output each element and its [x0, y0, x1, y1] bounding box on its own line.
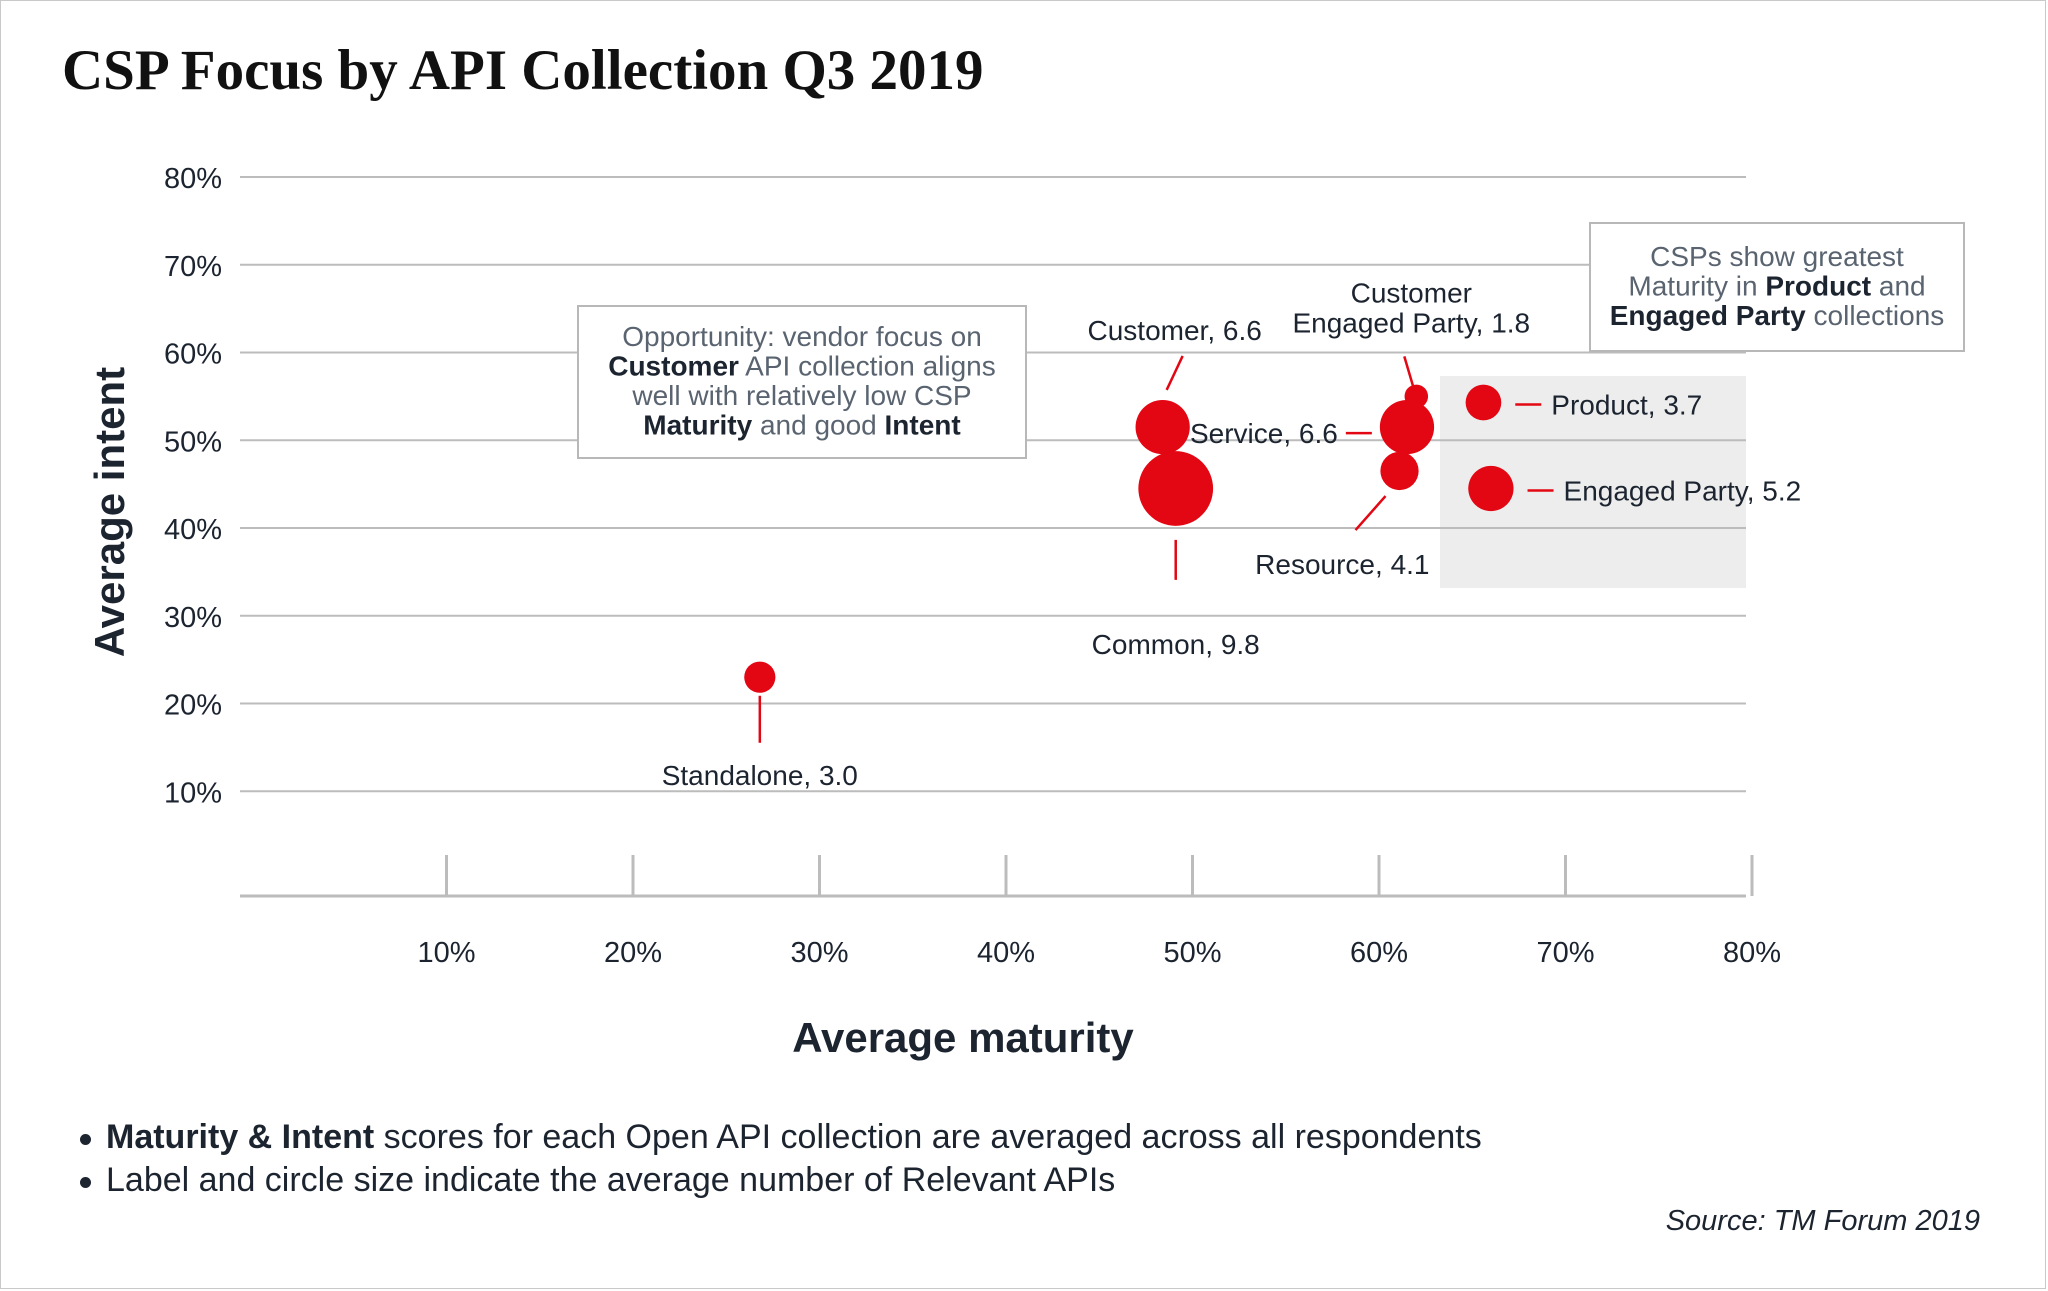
- annotation-opportunity-line: Maturity and good Intent: [643, 410, 960, 441]
- x-tick-label: 50%: [1163, 937, 1221, 969]
- point-label: Service, 6.6: [1190, 418, 1338, 449]
- annotation-opportunity-box: [577, 305, 1027, 459]
- x-tick-label: 80%: [1723, 937, 1781, 969]
- leader-line: [1403, 356, 1416, 391]
- point-label: Customer, 6.6: [1088, 315, 1262, 346]
- point-label: Product, 3.7: [1551, 390, 1702, 421]
- y-tick-label: 50%: [164, 426, 222, 458]
- footnote-bold: Maturity & Intent: [106, 1118, 375, 1156]
- point-label: Customer: [1351, 277, 1472, 308]
- x-tick-label: 70%: [1536, 937, 1594, 969]
- y-tick-label: 70%: [164, 251, 222, 283]
- footnote-text: scores for each Open API collection are …: [374, 1118, 1482, 1156]
- bubble-point: [744, 661, 776, 693]
- bubble-point: [1468, 465, 1514, 512]
- y-tick-label: 30%: [164, 602, 222, 634]
- y-tick-label: 60%: [164, 339, 222, 371]
- bubble-point: [1380, 451, 1419, 491]
- x-tick-label: 10%: [417, 937, 475, 969]
- leader-line: [1354, 495, 1387, 531]
- footnotes: Maturity & Intent scores for each Open A…: [78, 1116, 1482, 1202]
- point-label: Engaged Party, 5.2: [1564, 476, 1802, 507]
- footnote-maturity-intent: Maturity & Intent scores for each Open A…: [78, 1116, 1482, 1159]
- annotation-greatest-maturity-line: CSPs show greatest: [1650, 241, 1904, 272]
- annotation-opportunity-line: well with relatively low CSP: [631, 380, 971, 411]
- point-label: Standalone, 3.0: [662, 760, 858, 791]
- y-tick-label: 10%: [164, 777, 222, 809]
- point-label: Common, 9.8: [1092, 629, 1260, 660]
- point-label: Resource, 4.1: [1255, 549, 1429, 580]
- annotation-greatest-maturity-line: Maturity in Product and: [1628, 270, 1925, 301]
- y-axis-title: Average intent: [86, 367, 133, 657]
- x-tick-label: 20%: [604, 937, 662, 969]
- x-tick-label: 60%: [1350, 937, 1408, 969]
- bubble-point: [1465, 384, 1502, 421]
- chart-title: CSP Focus by API Collection Q3 2019: [62, 39, 984, 102]
- annotation-opportunity-line: Opportunity: vendor focus on: [622, 321, 982, 352]
- y-tick-label: 20%: [164, 690, 222, 722]
- x-tick-label: 40%: [977, 937, 1035, 969]
- x-tick-label: 30%: [790, 937, 848, 969]
- bubble-point: [1138, 451, 1214, 526]
- y-tick-label: 80%: [164, 163, 222, 195]
- footnote-circle-size: Label and circle size indicate the avera…: [78, 1159, 1482, 1202]
- y-tick-label: 40%: [164, 514, 222, 546]
- bubble-point: [1135, 399, 1190, 455]
- bubble-point: [1379, 399, 1435, 455]
- source-credit: Source: TM Forum 2019: [1665, 1205, 1980, 1237]
- x-axis-title: Average maturity: [792, 1014, 1134, 1061]
- leader-line: [1165, 355, 1184, 391]
- annotation-greatest-maturity-line: Engaged Party collections: [1610, 300, 1945, 331]
- point-label: Engaged Party, 1.8: [1292, 307, 1530, 338]
- annotation-greatest-maturity-box: [1589, 222, 1965, 352]
- annotation-opportunity-line: Customer API collection aligns: [608, 351, 996, 382]
